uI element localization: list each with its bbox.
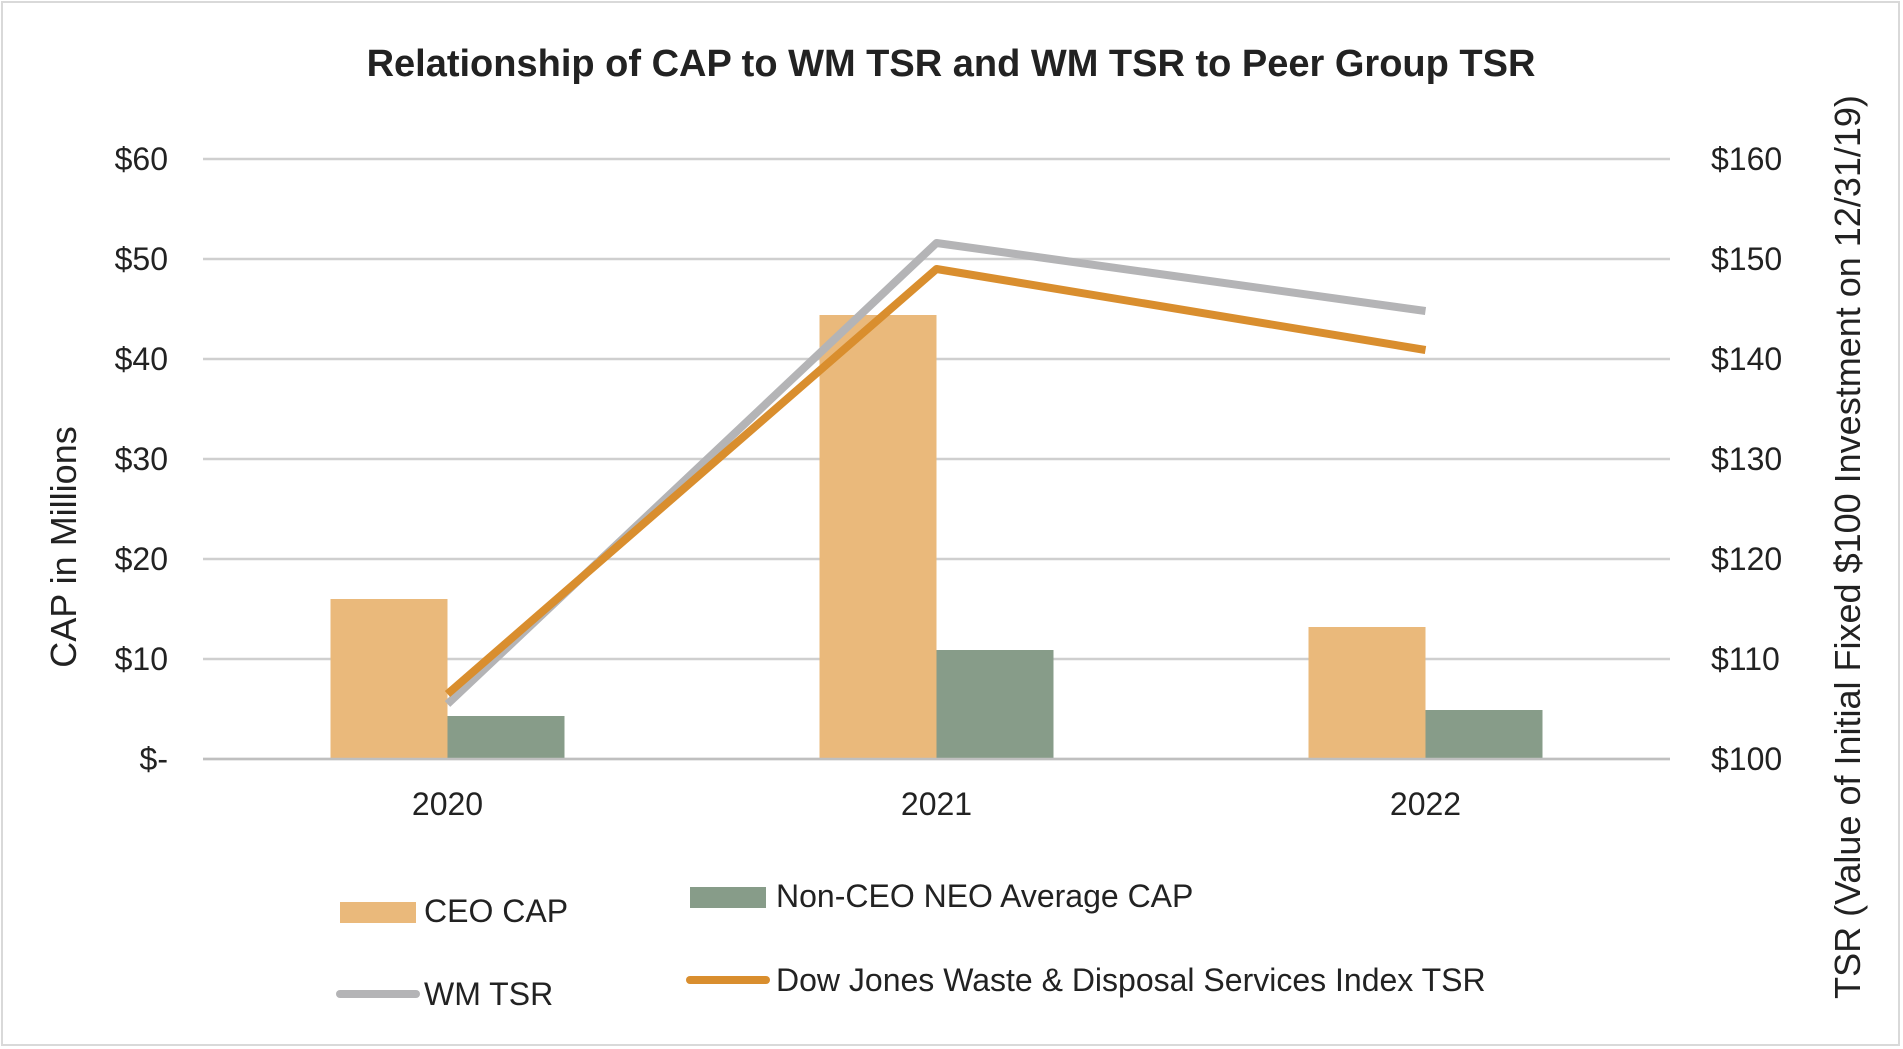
legend-item-dow-jones-tsr: Dow Jones Waste & Disposal Services Inde…	[686, 962, 1486, 998]
left-axis-ticks: $- $10 $20 $30 $40 $50 $60	[115, 141, 168, 777]
right-axis-title: TSR (Value of Initial Fixed $100 Investm…	[1827, 95, 1868, 999]
left-axis-tick-label: $50	[115, 241, 168, 277]
bars-group	[203, 315, 1670, 761]
bar-ceo-cap	[1308, 627, 1426, 759]
legend-label: Non-CEO NEO Average CAP	[776, 878, 1193, 914]
x-axis-tick-label: 2021	[901, 786, 972, 822]
legend-swatch	[340, 902, 416, 923]
left-axis-tick-label: $20	[115, 541, 168, 577]
right-axis-tick-label: $130	[1711, 441, 1782, 477]
bar-ceo-cap	[819, 315, 937, 759]
x-axis-ticks: 2020 2021 2022	[412, 786, 1461, 822]
legend-label: CEO CAP	[424, 893, 568, 929]
right-axis-tick-label: $100	[1711, 741, 1782, 777]
legend-swatch	[690, 887, 766, 908]
right-axis-tick-label: $150	[1711, 241, 1782, 277]
lines-group	[444, 239, 1427, 707]
dow-jones-tsr-line	[444, 265, 1427, 698]
legend-label: WM TSR	[424, 976, 553, 1012]
left-axis-tick-label: $10	[115, 641, 168, 677]
legend-item-wm-tsr: WM TSR	[336, 976, 553, 1012]
left-axis-title: CAP in Millions	[43, 426, 84, 667]
legend-label: Dow Jones Waste & Disposal Services Inde…	[776, 962, 1486, 998]
left-axis-tick-label: $40	[115, 341, 168, 377]
x-axis-tick-label: 2020	[412, 786, 483, 822]
legend-item-non-ceo-neo-cap: Non-CEO NEO Average CAP	[690, 878, 1193, 914]
left-axis-tick-label: $60	[115, 141, 168, 177]
bar-non-ceo-neo-cap	[447, 716, 565, 759]
bar-non-ceo-neo-cap	[1425, 710, 1543, 759]
bar-ceo-cap	[330, 599, 448, 759]
x-axis-tick-label: 2022	[1390, 786, 1461, 822]
chart-title: Relationship of CAP to WM TSR and WM TSR…	[367, 43, 1536, 85]
right-axis-tick-label: $110	[1711, 641, 1780, 677]
right-axis-tick-label: $160	[1711, 141, 1782, 177]
legend: CEO CAP Non-CEO NEO Average CAP WM TSR Dow …	[336, 878, 1486, 1012]
legend-item-ceo-cap: CEO CAP	[340, 893, 568, 929]
left-axis-tick-label: $-	[140, 741, 168, 777]
right-axis-tick-label: $120	[1711, 541, 1782, 577]
right-axis-ticks: $100 $110 $120 $130 $140 $150 $160	[1711, 141, 1782, 777]
bar-non-ceo-neo-cap	[936, 650, 1054, 759]
left-axis-tick-label: $30	[115, 441, 168, 477]
right-axis-tick-label: $140	[1711, 341, 1782, 377]
